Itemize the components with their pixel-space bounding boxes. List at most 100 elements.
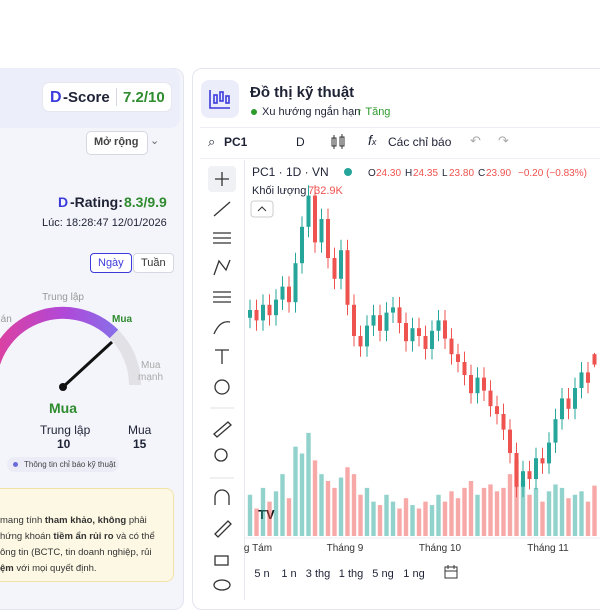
candle-type-icon[interactable]: [330, 133, 346, 151]
volume-bar: [436, 494, 441, 536]
tool-crosshair[interactable]: [215, 172, 229, 186]
volume-bar: [468, 481, 474, 536]
candle-body: [430, 330, 434, 349]
expand-dropdown[interactable]: [86, 131, 148, 155]
count-value: 10: [57, 437, 71, 451]
volume-bar: [384, 494, 389, 536]
tool-magnet[interactable]: [214, 489, 230, 505]
range-button[interactable]: 3 thg: [306, 568, 330, 580]
info-chip-label: Thông tin chỉ báo kỹ thuật: [24, 460, 116, 469]
tool-pattern[interactable]: [213, 259, 231, 276]
candle-body: [300, 226, 304, 264]
range-button[interactable]: 5 n: [254, 568, 269, 580]
tool-brush[interactable]: [213, 321, 231, 335]
volume-bar: [299, 453, 305, 536]
legend-item: 24.35: [413, 168, 438, 179]
volume-bar: [247, 494, 253, 536]
volume-bar: [488, 484, 493, 536]
search-icon[interactable]: ⌕: [208, 134, 216, 149]
volume-bar: [254, 508, 259, 536]
rating-label: -Rating:: [70, 194, 123, 210]
volume-bar: [455, 498, 461, 536]
tab-week[interactable]: Tuần: [133, 253, 174, 273]
x-tick-label: Tháng 10: [419, 543, 462, 554]
verdict: Mua: [49, 400, 77, 416]
tool-pencil-lock[interactable]: [214, 520, 232, 538]
range-button[interactable]: 1 ng: [403, 568, 424, 580]
candle-body: [534, 458, 538, 479]
note-segment: ệm: [0, 563, 14, 574]
volume-bar: [390, 501, 396, 536]
note-line: ông tin (BCTC, tin doanh nghiệp, rủi: [0, 545, 155, 561]
tool-lock[interactable]: [214, 555, 229, 566]
tool-ruler[interactable]: [213, 421, 232, 438]
gauge-buy: Mua: [112, 314, 132, 325]
interval[interactable]: D: [296, 135, 305, 149]
gauge-strong-buy: Mua: [141, 360, 161, 371]
volume-bar: [267, 501, 272, 536]
undo[interactable]: ↶: [470, 133, 481, 148]
collapse-button[interactable]: [250, 200, 274, 218]
volume-bar: [397, 508, 402, 536]
score-label: -Score: [63, 89, 110, 106]
legend-item: C: [478, 168, 485, 179]
tab-day[interactable]: Ngày: [90, 253, 132, 273]
volume-bar: [559, 487, 565, 536]
expand-chevron[interactable]: ⌄: [150, 135, 160, 147]
candle-body: [319, 219, 324, 243]
symbol[interactable]: PC1: [224, 135, 248, 149]
gauge-arc-rest: [109, 329, 142, 386]
volume-bar: [319, 474, 324, 536]
gauge-neutral: Trung lập: [42, 292, 84, 303]
candle-body: [280, 286, 285, 300]
range-button[interactable]: 1 thg: [339, 568, 363, 580]
score-d: D: [50, 89, 62, 106]
candle-body: [495, 406, 499, 414]
volume-bar: [306, 432, 311, 536]
range-button[interactable]: 5 ng: [372, 568, 393, 580]
gauge-sell: Bán: [0, 314, 12, 325]
legend-item: 23.80: [449, 168, 474, 179]
candle-body: [456, 354, 460, 362]
candle-body: [540, 458, 545, 464]
fx-icon[interactable]: fx: [368, 132, 377, 148]
note-segment: ông tin (BCTC, tin doanh nghiệp, rủi: [0, 547, 152, 558]
candle-body: [261, 304, 265, 321]
tool-eye[interactable]: [213, 579, 231, 591]
volume-bar: [293, 446, 298, 536]
expand-label: Mở rộng: [94, 136, 139, 148]
redo[interactable]: ↷: [498, 133, 509, 148]
volume-label: Khối lượng: [252, 185, 306, 197]
volume-bar: [325, 481, 331, 536]
gauge-pivot: [59, 383, 67, 391]
range-button[interactable]: 1 n: [281, 568, 296, 580]
candle-body: [547, 442, 551, 464]
tool-line[interactable]: [213, 201, 231, 217]
candle-body: [397, 307, 402, 323]
score-value: 7.2/10: [123, 89, 165, 106]
drawing-tools: [208, 166, 236, 591]
candle-body: [410, 328, 415, 342]
candle-body: [248, 310, 252, 318]
info-chip[interactable]: [7, 457, 119, 472]
tool-emoji[interactable]: [214, 379, 230, 395]
volume-bar: [312, 460, 318, 536]
candle-body: [306, 195, 311, 227]
tool-text[interactable]: [215, 349, 229, 364]
candle-body: [365, 325, 369, 347]
header-icon: [209, 90, 230, 109]
tool-fib[interactable]: [213, 291, 231, 303]
volume-bar: [273, 491, 279, 536]
volume-bar: [351, 474, 357, 536]
tool-lines[interactable]: [213, 232, 231, 244]
candle-body: [521, 471, 525, 487]
volume-bar: [423, 501, 428, 536]
calendar-icon[interactable]: [443, 564, 459, 580]
note-box: [0, 488, 174, 582]
count-value: 15: [133, 437, 147, 451]
indicators-button[interactable]: Các chỉ báo: [388, 135, 452, 149]
volume-bar: [280, 474, 285, 536]
tool-zoom[interactable]: [214, 448, 228, 462]
candle-body: [267, 304, 272, 316]
